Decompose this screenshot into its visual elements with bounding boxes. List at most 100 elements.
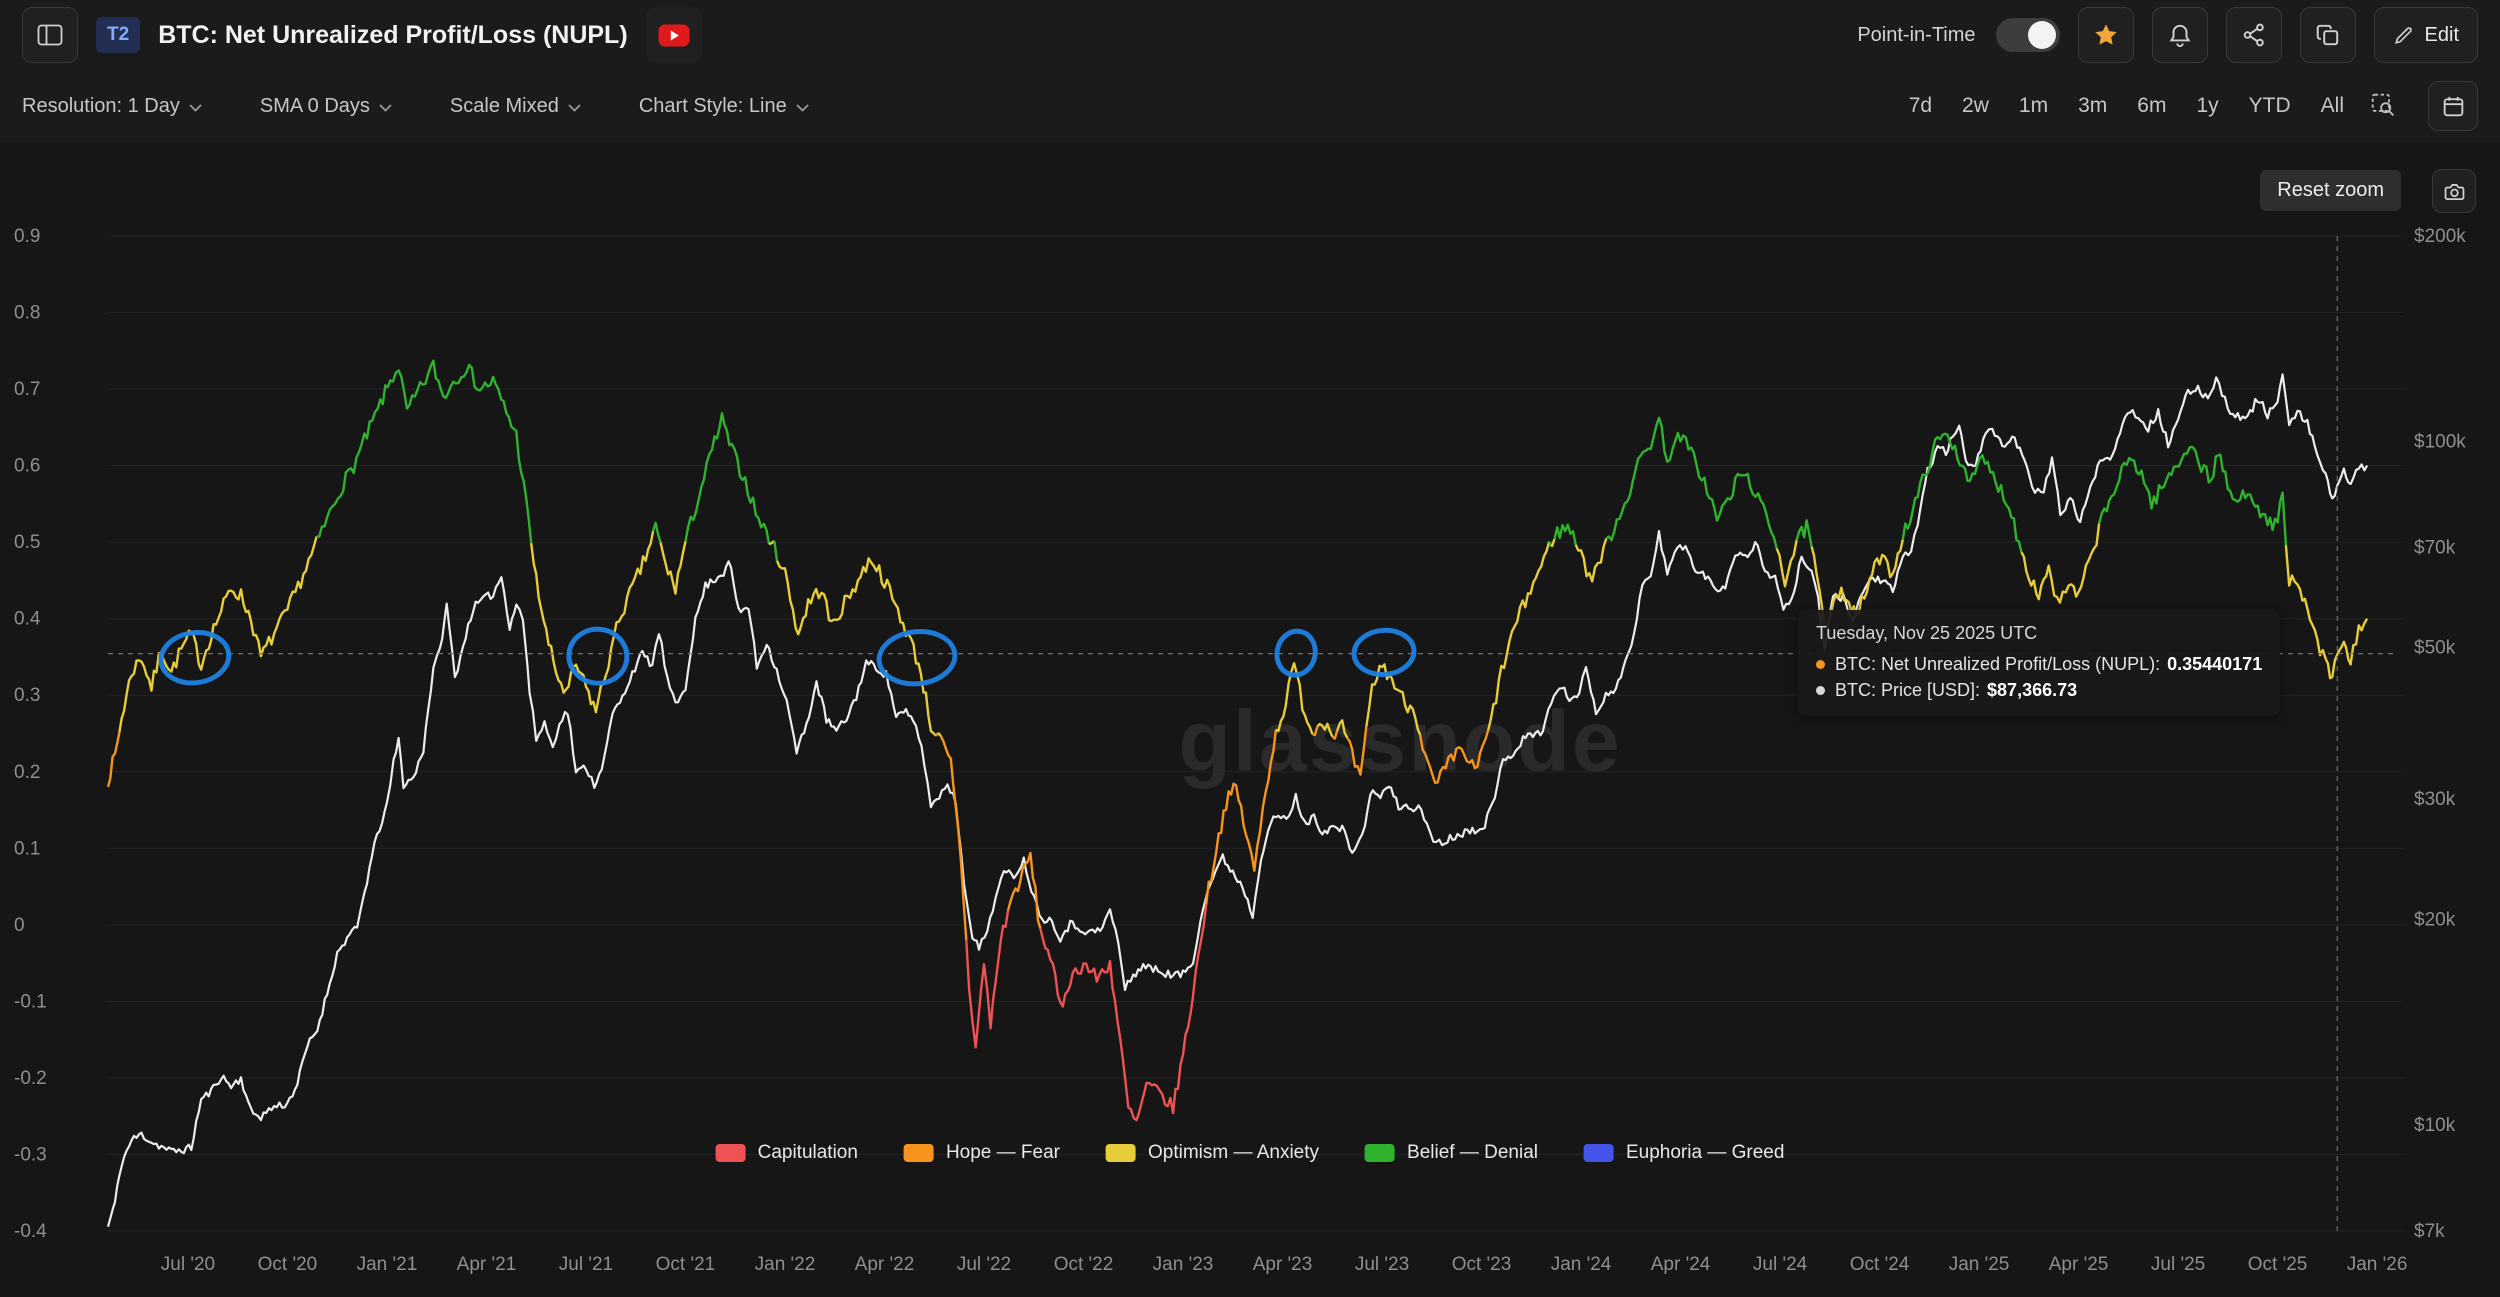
- left-axis-tick-label: -0.2: [14, 1068, 47, 1089]
- legend-label: Hope — Fear: [945, 1142, 1060, 1163]
- left-axis-tick-label: 0.2: [14, 762, 40, 783]
- nupl-line-segment: [773, 540, 779, 561]
- sma-select[interactable]: SMA 0 Days: [260, 95, 392, 118]
- x-axis-tick-label: Jul '22: [957, 1254, 1011, 1275]
- page-title: BTC: Net Unrealized Profit/Loss (NUPL): [158, 20, 628, 49]
- left-axis-tick-label: -0.1: [14, 991, 47, 1012]
- nupl-line-segment: [106, 732, 121, 788]
- zoom-fit-icon: [2370, 92, 2396, 121]
- x-axis-tick-label: Oct '20: [258, 1254, 318, 1275]
- nupl-line-segment: [2284, 545, 2369, 680]
- nupl-line-segment: [530, 530, 655, 714]
- nupl-line-segment: [1419, 729, 1490, 784]
- share-button[interactable]: [2225, 7, 2282, 63]
- range-button-ytd[interactable]: YTD: [2248, 94, 2291, 117]
- resolution-select[interactable]: Resolution: 1 Day: [22, 95, 202, 118]
- hand-drawn-circle-annotation: [876, 629, 958, 687]
- scale-select[interactable]: Scale Mixed: [450, 95, 581, 118]
- legend-item[interactable]: Belief — Denial: [1365, 1142, 1538, 1164]
- sma-select-label: SMA 0 Days: [259, 94, 370, 117]
- chart-legend: Capitulation Hope — Fear Optimism — Anxiet…: [715, 1142, 1784, 1164]
- reset-zoom-button[interactable]: Reset zoom: [2260, 170, 2401, 211]
- range-button-1y[interactable]: 1y: [2196, 94, 2219, 117]
- copy-button[interactable]: [2299, 7, 2356, 63]
- x-axis-tick-label: Jan '26: [2347, 1254, 2408, 1275]
- nupl-line-segment: [1901, 432, 2023, 553]
- resolution-select-label: Resolution: 1 Day: [22, 94, 180, 117]
- nupl-line-segment: [937, 732, 942, 737]
- range-button-3m[interactable]: 3m: [2078, 94, 2108, 117]
- nupl-line-segment: [1346, 726, 1368, 776]
- nupl-price-chart[interactable]: 0.9 0.8 0.7 0.6 0.5 0.4 0.3 0.2 0.1 0 -0.1 -0.2 -0.3…: [0, 142, 2500, 1297]
- sidebar-panel-icon: [37, 24, 63, 46]
- legend-item[interactable]: Hope — Fear: [903, 1142, 1060, 1164]
- favorite-button[interactable]: [2077, 7, 2134, 63]
- legend-swatch: [1105, 1144, 1136, 1162]
- x-axis-tick-label: Jan '24: [1551, 1254, 1612, 1275]
- chart-style-select[interactable]: Chart Style: Line: [639, 95, 809, 118]
- price-line: [106, 373, 2369, 1227]
- left-axis-tick-label: 0.1: [14, 838, 40, 859]
- nupl-line-segment: [1605, 416, 1778, 549]
- right-axis-tick-label: $200k: [2414, 226, 2466, 247]
- legend-item[interactable]: Euphoria — Greed: [1583, 1142, 1784, 1164]
- range-button-7d[interactable]: 7d: [1908, 94, 1933, 117]
- nupl-line-segment: [1039, 904, 1208, 1122]
- pencil-icon: [2393, 24, 2415, 46]
- notifications-button[interactable]: [2151, 7, 2208, 63]
- nupl-line-segment: [1550, 538, 1556, 548]
- hand-drawn-circle-annotation: [1274, 628, 1318, 678]
- nupl-line-segment: [1365, 663, 1422, 736]
- x-axis-tick-label: Apr '23: [1253, 1254, 1313, 1275]
- top-bar: T2 BTC: Net Unrealized Profit/Loss (NUPL…: [0, 0, 2500, 70]
- x-axis-tick-label: Jan '22: [755, 1254, 816, 1275]
- nupl-line-segment: [1331, 730, 1339, 740]
- left-axis-tick-label: 0: [14, 915, 25, 936]
- range-button-1m[interactable]: 1m: [2018, 94, 2049, 117]
- legend-item[interactable]: Optimism — Anxiety: [1105, 1142, 1319, 1164]
- edit-button-label: Edit: [2424, 23, 2459, 46]
- nupl-line-segment: [1795, 519, 1813, 547]
- nupl-line-segment: [651, 521, 662, 543]
- chevron-down-icon: [379, 95, 392, 118]
- chevron-down-icon: [796, 95, 809, 118]
- chevron-down-icon: [568, 95, 581, 118]
- x-axis-tick-label: Jul '20: [161, 1254, 215, 1275]
- legend-item[interactable]: Capitulation: [715, 1142, 858, 1164]
- right-axis-tick-label: $30k: [2414, 789, 2456, 810]
- share-icon: [2241, 22, 2267, 48]
- chart-region[interactable]: glassnode 0.9 0.8 0.7 0.6 0.5 0.4 0.3 0.2 0.1 0 -0…: [0, 142, 2500, 1297]
- nupl-line-segment: [118, 536, 318, 733]
- zoom-fit-button[interactable]: [2370, 92, 2396, 121]
- edit-button[interactable]: Edit: [2373, 7, 2478, 63]
- x-axis-tick-label: Jul '24: [1753, 1254, 1808, 1275]
- nupl-line-segment: [939, 735, 968, 941]
- tooltip-row-nupl: BTC: Net Unrealized Profit/Loss (NUPL): …: [1816, 651, 2262, 677]
- youtube-button[interactable]: [645, 7, 702, 63]
- range-button-2w[interactable]: 2w: [1962, 94, 1989, 117]
- tooltip-price-label: BTC: Price [USD]:: [1835, 680, 1981, 700]
- range-button-all[interactable]: All: [2320, 94, 2344, 117]
- tooltip-nupl-label: BTC: Net Unrealized Profit/Loss (NUPL):: [1835, 654, 2161, 674]
- legend-swatch: [1365, 1144, 1396, 1162]
- chart-tooltip: Tuesday, Nov 25 2025 UTC BTC: Net Unreal…: [1798, 610, 2281, 716]
- range-button-6m[interactable]: 6m: [2137, 94, 2167, 117]
- x-axis-tick-label: Apr '25: [2049, 1254, 2109, 1275]
- right-axis-tick-label: $20k: [2414, 909, 2456, 930]
- hand-drawn-circle-annotation: [158, 629, 232, 686]
- calendar-icon: [2441, 94, 2466, 119]
- hand-drawn-circle-annotation: [566, 626, 630, 686]
- point-in-time-toggle[interactable]: [1995, 18, 2060, 52]
- sidebar-toggle-button[interactable]: [22, 7, 78, 63]
- star-icon: [2093, 22, 2119, 48]
- x-axis-tick-label: Jul '25: [2151, 1254, 2205, 1275]
- nupl-line-segment: [1553, 523, 1577, 546]
- legend-swatch: [903, 1144, 934, 1162]
- x-axis-tick-label: Jan '23: [1153, 1254, 1214, 1275]
- nupl-line-segment: [2097, 445, 2288, 546]
- x-axis-tick-label: Oct '25: [2248, 1254, 2308, 1275]
- nupl-line-segment: [1316, 722, 1334, 737]
- screenshot-button[interactable]: [2432, 169, 2476, 213]
- calendar-button[interactable]: [2428, 81, 2478, 131]
